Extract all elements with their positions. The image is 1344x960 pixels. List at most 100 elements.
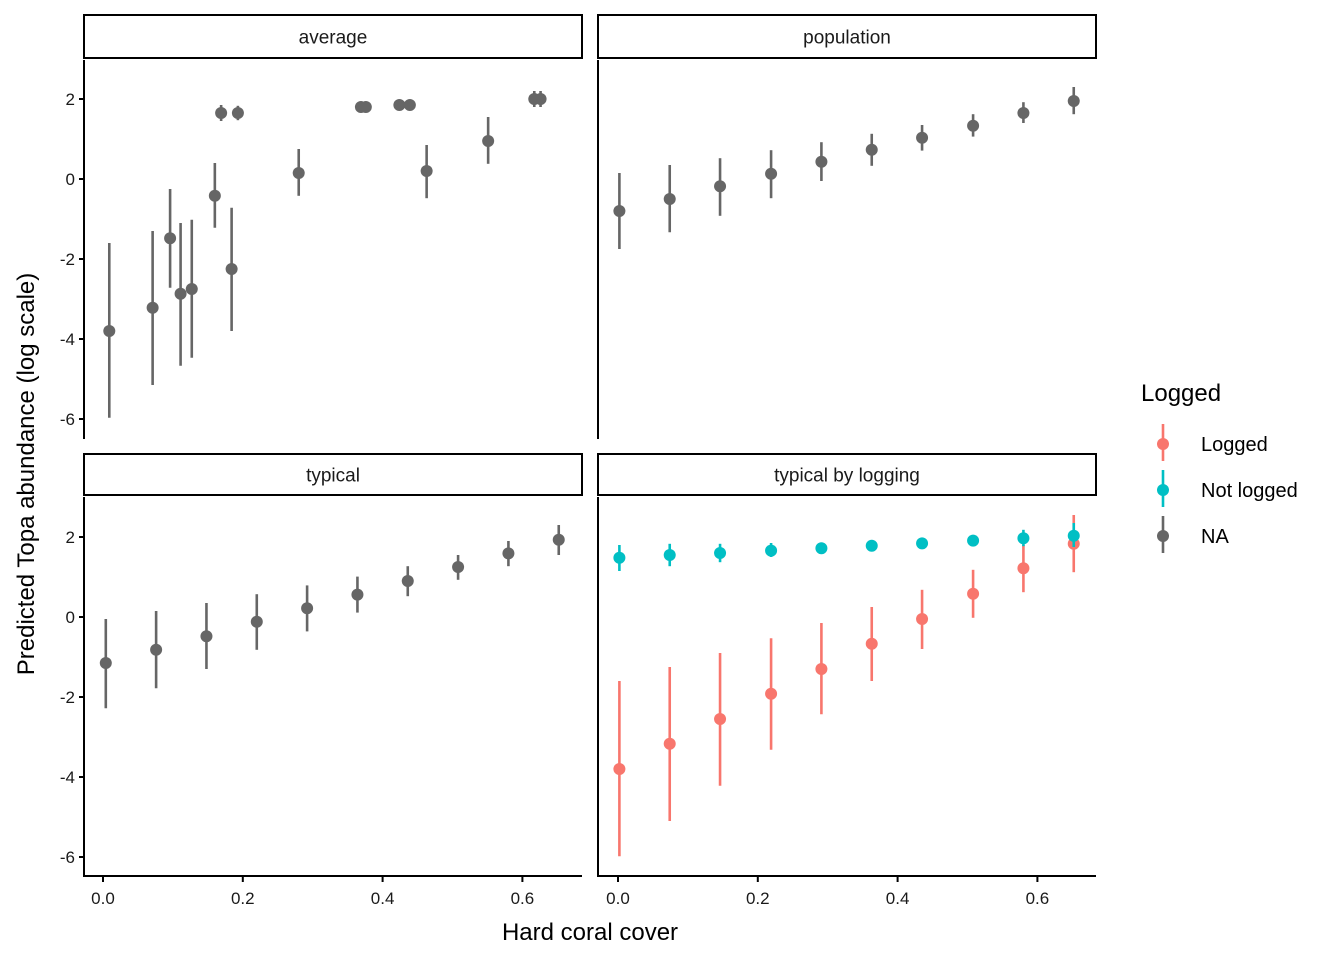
- facet-strip-label: typical by logging: [774, 466, 920, 487]
- y-tick-label: 2: [66, 90, 75, 109]
- data-point: [1017, 532, 1030, 545]
- y-tick-label: -2: [60, 250, 75, 269]
- data-point: [815, 663, 828, 675]
- data-point: [482, 135, 495, 147]
- plot-area: [613, 87, 1080, 249]
- y-tick-label: -6: [60, 848, 75, 867]
- data-point: [150, 643, 163, 656]
- legend-label: NA: [1201, 526, 1229, 548]
- data-point: [815, 542, 828, 555]
- facet-strip: [597, 453, 1097, 496]
- series-na: [613, 87, 1080, 249]
- data-point: [420, 165, 433, 177]
- legend-label: Not logged: [1201, 480, 1298, 502]
- data-point: [351, 588, 364, 601]
- facet-panel-typical: typical 2 0 -2 -4 -6 0.0 0.2 0.4 0.6: [60, 453, 583, 908]
- data-point: [1067, 95, 1080, 107]
- data-point: [967, 119, 980, 132]
- legend-item-na: NA: [1157, 516, 1229, 553]
- data-point: [452, 561, 465, 573]
- data-point: [215, 107, 228, 119]
- data-point: [103, 325, 116, 337]
- y-tick-label: -2: [60, 688, 75, 707]
- data-point: [301, 602, 314, 615]
- legend-title: Logged: [1141, 380, 1221, 407]
- data-point: [765, 167, 778, 180]
- facet-panel-typical-by-logging: typical by logging 0.0 0.2 0.4 0.6: [597, 453, 1097, 908]
- plot-area: [103, 91, 547, 418]
- legend-key-point: [1157, 530, 1169, 542]
- y-tick-label: -4: [60, 330, 75, 349]
- data-point: [502, 547, 515, 560]
- legend-key-point: [1157, 484, 1169, 496]
- facet-strip: [597, 14, 1097, 59]
- legend-key-point: [1157, 438, 1169, 450]
- data-point: [613, 763, 626, 775]
- facet-panels: average 2 0 -2 -4 -6 population typical 2 0 -2 -4 -6…: [60, 14, 1097, 908]
- data-point: [174, 287, 187, 300]
- data-point: [765, 544, 778, 557]
- series-not-logged: [613, 523, 1080, 571]
- series-logged: [613, 515, 1080, 857]
- facet-panel-average: average 2 0 -2 -4 -6: [60, 14, 583, 439]
- x-tick-label: 0.2: [746, 889, 770, 908]
- facet-panel-population: population: [597, 14, 1097, 439]
- data-point: [403, 99, 416, 111]
- y-tick-label: 2: [66, 528, 75, 547]
- data-point: [916, 131, 929, 144]
- data-point: [663, 193, 676, 205]
- legend: Logged Logged Not logged NA: [1141, 380, 1298, 553]
- y-tick-label: 0: [66, 608, 75, 627]
- data-point: [231, 107, 244, 119]
- data-point: [225, 263, 238, 275]
- data-point: [714, 713, 727, 725]
- data-point: [765, 687, 778, 700]
- x-tick-label: 0.6: [511, 889, 535, 908]
- data-point: [164, 232, 177, 245]
- data-point: [967, 587, 980, 600]
- y-tick-label: 0: [66, 170, 75, 189]
- data-point: [613, 551, 626, 564]
- legend-label: Logged: [1201, 434, 1268, 456]
- data-point: [99, 657, 112, 669]
- data-point: [200, 630, 213, 643]
- data-point: [916, 613, 929, 625]
- data-point: [613, 205, 626, 217]
- y-tick-label: -6: [60, 410, 75, 429]
- data-point: [250, 615, 263, 628]
- plot-area: [99, 525, 565, 709]
- data-point: [1067, 529, 1080, 542]
- series-na: [103, 91, 547, 418]
- legend-item-not-logged: Not logged: [1157, 470, 1298, 507]
- data-point: [401, 575, 414, 587]
- facet-strip-label: population: [803, 28, 891, 49]
- facet-strip-label: typical: [306, 466, 360, 487]
- data-point: [865, 637, 878, 650]
- plot-area: [613, 515, 1080, 857]
- data-point: [815, 155, 828, 168]
- data-point: [1017, 107, 1030, 119]
- data-point: [714, 547, 727, 559]
- x-tick-label: 0.0: [606, 889, 630, 908]
- data-point: [393, 99, 406, 111]
- facet-strip: [83, 14, 583, 59]
- data-point: [359, 101, 372, 113]
- facet-strip-label: average: [299, 28, 368, 49]
- data-point: [865, 143, 878, 156]
- data-point: [714, 180, 727, 193]
- data-point: [185, 283, 198, 295]
- y-tick-label: -4: [60, 768, 75, 787]
- facet-strip: [83, 453, 583, 496]
- x-tick-label: 0.4: [886, 889, 910, 908]
- data-point: [967, 534, 980, 547]
- data-point: [292, 167, 305, 179]
- legend-item-logged: Logged: [1157, 424, 1268, 461]
- data-point: [663, 549, 676, 561]
- x-axis-title: Hard coral cover: [502, 919, 678, 946]
- data-point: [146, 301, 159, 314]
- series-na: [99, 525, 565, 709]
- data-point: [552, 533, 565, 546]
- data-point: [1017, 562, 1030, 575]
- data-point: [534, 93, 547, 105]
